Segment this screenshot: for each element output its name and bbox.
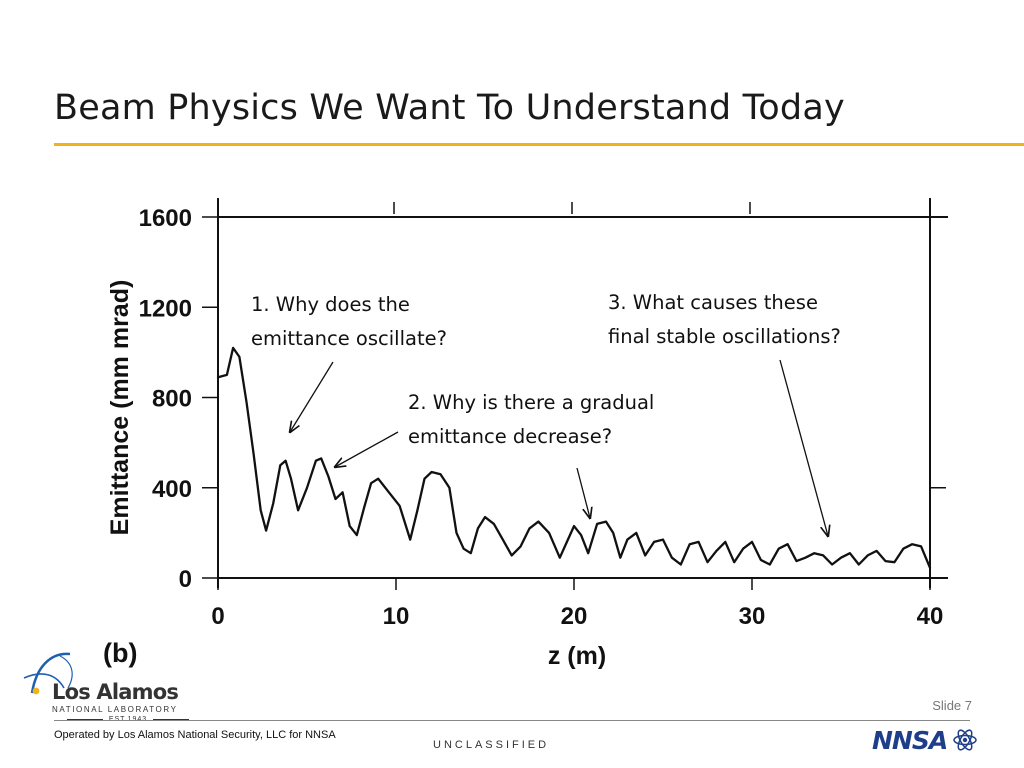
annotation-q1-line-1: 1. Why does the	[251, 293, 410, 316]
plot-series	[216, 346, 932, 569]
annotation-question-3: 3. What causes these final stable oscill…	[608, 286, 841, 354]
nnsa-logo: NNSA	[872, 726, 980, 755]
annotation-question-2: 2. Why is there a gradual emittance decr…	[408, 386, 654, 454]
annotation-q1-line-2: emittance oscillate?	[251, 327, 447, 350]
annotation-arrows	[290, 359, 828, 536]
x-tick-label: 40	[917, 603, 944, 630]
logo-established-text: EST.1943	[109, 716, 147, 723]
atom-icon	[953, 729, 977, 751]
annotation-arrow-4	[779, 359, 828, 536]
y-tick-label: 400	[152, 476, 192, 503]
x-axis-label: z (m)	[548, 642, 606, 670]
y-tick-label: 800	[152, 386, 192, 413]
panel-label: (b)	[103, 638, 137, 668]
x-tick-label: 30	[739, 603, 766, 630]
logo-subtitle: NATIONAL LABORATORY	[52, 705, 178, 714]
annotation-arrow-2	[335, 431, 399, 467]
y-axis-label: Emittance (mm mrad)	[106, 280, 134, 536]
annotation-arrow-1	[290, 361, 334, 432]
slide-title: Beam Physics We Want To Understand Today	[54, 88, 845, 128]
annotation-question-1: 1. Why does the emittance oscillate?	[251, 288, 447, 356]
x-tick-label: 10	[383, 603, 410, 630]
annotation-arrow-3	[576, 467, 590, 518]
annotation-q2-line-1: 2. Why is there a gradual	[408, 391, 655, 414]
logo-name: Los Alamos	[52, 680, 179, 704]
emittance-curve-0	[216, 346, 932, 569]
los-alamos-logo: Los Alamos NATIONAL LABORATORY EST.1943	[22, 648, 192, 728]
nnsa-wordmark: NNSA	[872, 726, 948, 755]
los-alamos-swoosh-icon	[23, 652, 73, 695]
x-tick-label: 0	[211, 603, 224, 630]
y-tick-label: 1600	[139, 205, 192, 232]
y-tick-label: 1200	[139, 295, 192, 322]
logo-established: EST.1943	[52, 716, 204, 723]
y-tick-label: 0	[179, 566, 192, 593]
classification-label: UNCLASSIFIED	[433, 739, 550, 751]
annotation-q3-line-2: final stable oscillations?	[608, 325, 841, 348]
slide-number: Slide 7	[932, 698, 972, 713]
title-underline	[54, 143, 1024, 146]
footer-divider	[54, 720, 970, 721]
x-tick-label: 20	[561, 603, 588, 630]
annotation-q3-line-1: 3. What causes these	[608, 291, 818, 314]
operated-by-text: Operated by Los Alamos National Security…	[54, 729, 336, 741]
plot-frame	[217, 198, 948, 588]
plot-ticks	[202, 202, 946, 590]
annotation-q2-line-2: emittance decrease?	[408, 425, 613, 448]
